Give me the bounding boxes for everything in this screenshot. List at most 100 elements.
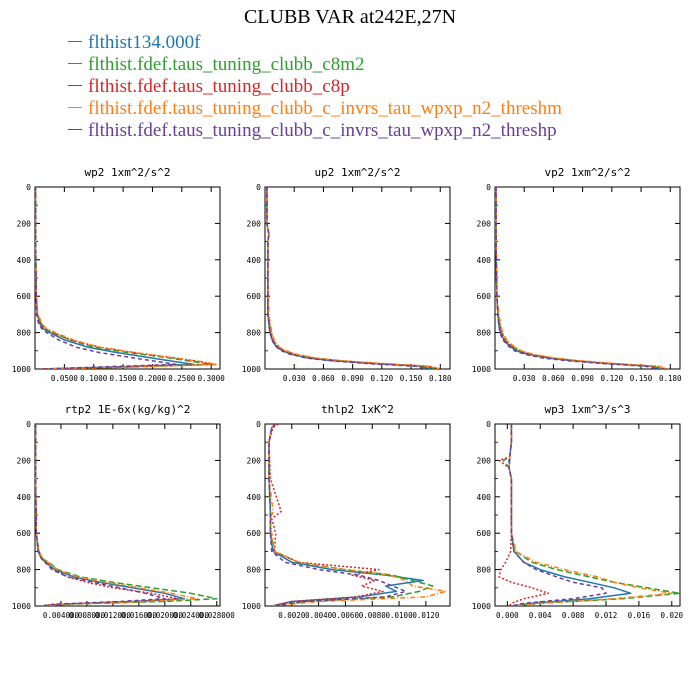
series-line <box>498 424 550 606</box>
series-line <box>508 424 632 606</box>
x-tick-label: 0.012 <box>595 611 618 620</box>
series-line <box>266 187 426 369</box>
panel-title: wp3 1xm^3/s^3 <box>544 403 630 416</box>
legend-label: flthist134.000f <box>88 32 201 53</box>
legend-swatch <box>68 129 82 131</box>
series-line <box>508 424 673 606</box>
x-tick-label: 0.030 <box>283 374 306 383</box>
x-tick-label: 0.016 <box>628 611 651 620</box>
x-tick-label: 0.020000 <box>147 611 184 620</box>
series-line <box>35 424 179 606</box>
x-tick-label: 0.120 <box>371 374 394 383</box>
plot-frame <box>34 186 221 370</box>
series-line <box>266 187 431 369</box>
series-line <box>35 187 218 369</box>
y-tick-label: 1000 <box>242 365 261 374</box>
y-tick-label: 600 <box>247 529 262 538</box>
chart-panel: up2 1xm^2/s^2 0 200 400 600 800 1000 0.030 0.060… <box>242 166 452 383</box>
panel-title: wp2 1xm^2/s^2 <box>84 166 170 179</box>
y-tick-label: 0 <box>26 183 31 192</box>
series-line <box>508 424 607 606</box>
x-tick-label: 0.090 <box>571 374 594 383</box>
chart-panel: rtp2 1E-6x(kg/kg)^2 0 200 400 600 800 1000 0.00… <box>12 403 236 620</box>
series-line <box>495 187 656 369</box>
chart-panel: vp2 1xm^2/s^2 0 200 400 600 800 1000 0.030 0.060… <box>472 166 682 383</box>
y-tick-label: 200 <box>17 456 32 465</box>
y-tick-label: 1000 <box>12 602 31 611</box>
y-tick-label: 0 <box>486 183 491 192</box>
series-line <box>35 187 195 369</box>
legend-label: flthist.fdef.taus_tuning_clubb_c_invrs_t… <box>88 120 557 141</box>
y-tick-label: 0 <box>26 420 31 429</box>
x-tick-label: 0.000 <box>496 611 519 620</box>
plot-frame <box>34 423 221 607</box>
y-tick-label: 800 <box>247 566 262 575</box>
y-tick-label: 600 <box>17 292 32 301</box>
y-tick-label: 400 <box>477 493 492 502</box>
y-tick-label: 200 <box>247 456 262 465</box>
y-tick-label: 800 <box>17 329 32 338</box>
x-tick-label: 0.0120 <box>412 611 440 620</box>
series-line <box>268 424 384 606</box>
chart-panel: thlp2 1xK^2 0 200 400 600 800 1000 0.0020 0.0040… <box>242 403 451 620</box>
series-line <box>35 424 186 606</box>
legend-swatch <box>68 85 82 87</box>
y-tick-label: 0 <box>256 183 261 192</box>
x-tick-label: 0.020 <box>660 611 683 620</box>
series-line <box>266 187 439 369</box>
x-tick-label: 0.1000 <box>80 374 108 383</box>
chart-panel: wp3 1xm^3/s^3 0 200 400 600 800 1000 0.000 0.004… <box>472 403 684 620</box>
x-tick-label: 0.150 <box>400 374 423 383</box>
x-tick-label: 0.2000 <box>139 374 167 383</box>
series-line <box>495 187 669 369</box>
x-tick-label: 0.0100 <box>386 611 414 620</box>
legend-item: flthist.fdef.taus_tuning_clubb_c_invrs_t… <box>68 120 562 142</box>
y-tick-label: 0 <box>256 420 261 429</box>
panel-title: up2 1xm^2/s^2 <box>314 166 400 179</box>
legend-swatch <box>68 107 82 109</box>
y-tick-label: 800 <box>17 566 32 575</box>
series-line <box>35 187 215 369</box>
x-tick-label: 0.2500 <box>168 374 196 383</box>
x-tick-label: 0.008 <box>562 611 585 620</box>
x-tick-label: 0.016000 <box>121 611 158 620</box>
series-line <box>35 424 199 606</box>
y-tick-label: 1000 <box>472 602 491 611</box>
y-tick-label: 200 <box>247 219 262 228</box>
panel-title: rtp2 1E-6x(kg/kg)^2 <box>65 403 191 416</box>
x-tick-label: 0.0060 <box>332 611 360 620</box>
legend-item: flthist134.000f <box>68 32 562 54</box>
x-tick-label: 0.012000 <box>95 611 132 620</box>
y-tick-label: 200 <box>17 219 32 228</box>
series-line <box>502 424 680 606</box>
plot-frame <box>494 186 681 370</box>
y-tick-label: 600 <box>477 292 492 301</box>
series-line <box>266 187 441 369</box>
x-tick-label: 0.1500 <box>110 374 138 383</box>
series-line <box>268 424 407 606</box>
legend-label: flthist.fdef.taus_tuning_clubb_c_invrs_t… <box>88 98 562 119</box>
x-tick-label: 0.180 <box>429 374 452 383</box>
series-line <box>268 424 424 606</box>
series-group <box>268 424 447 606</box>
y-tick-label: 400 <box>17 256 32 265</box>
x-tick-label: 0.3000 <box>198 374 226 383</box>
x-tick-label: 0.0020 <box>278 611 306 620</box>
y-tick-label: 800 <box>477 566 492 575</box>
y-tick-label: 1000 <box>472 365 491 374</box>
legend-label: flthist.fdef.taus_tuning_clubb_c8m2 <box>88 54 365 75</box>
y-tick-label: 600 <box>477 529 492 538</box>
series-line <box>495 187 663 369</box>
x-tick-label: 0.060 <box>542 374 565 383</box>
x-tick-label: 0.028000 <box>199 611 236 620</box>
series-line <box>35 424 218 606</box>
x-tick-label: 0.0080 <box>359 611 387 620</box>
chart-panel: wp2 1xm^2/s^2 0 200 400 600 800 1000 0.0500 0.10… <box>12 166 225 383</box>
series-line <box>268 424 447 606</box>
y-tick-label: 1000 <box>242 602 261 611</box>
series-group <box>35 187 218 369</box>
figure-title: CLUBB VAR at242E,27N <box>243 6 457 28</box>
series-line <box>35 187 212 369</box>
